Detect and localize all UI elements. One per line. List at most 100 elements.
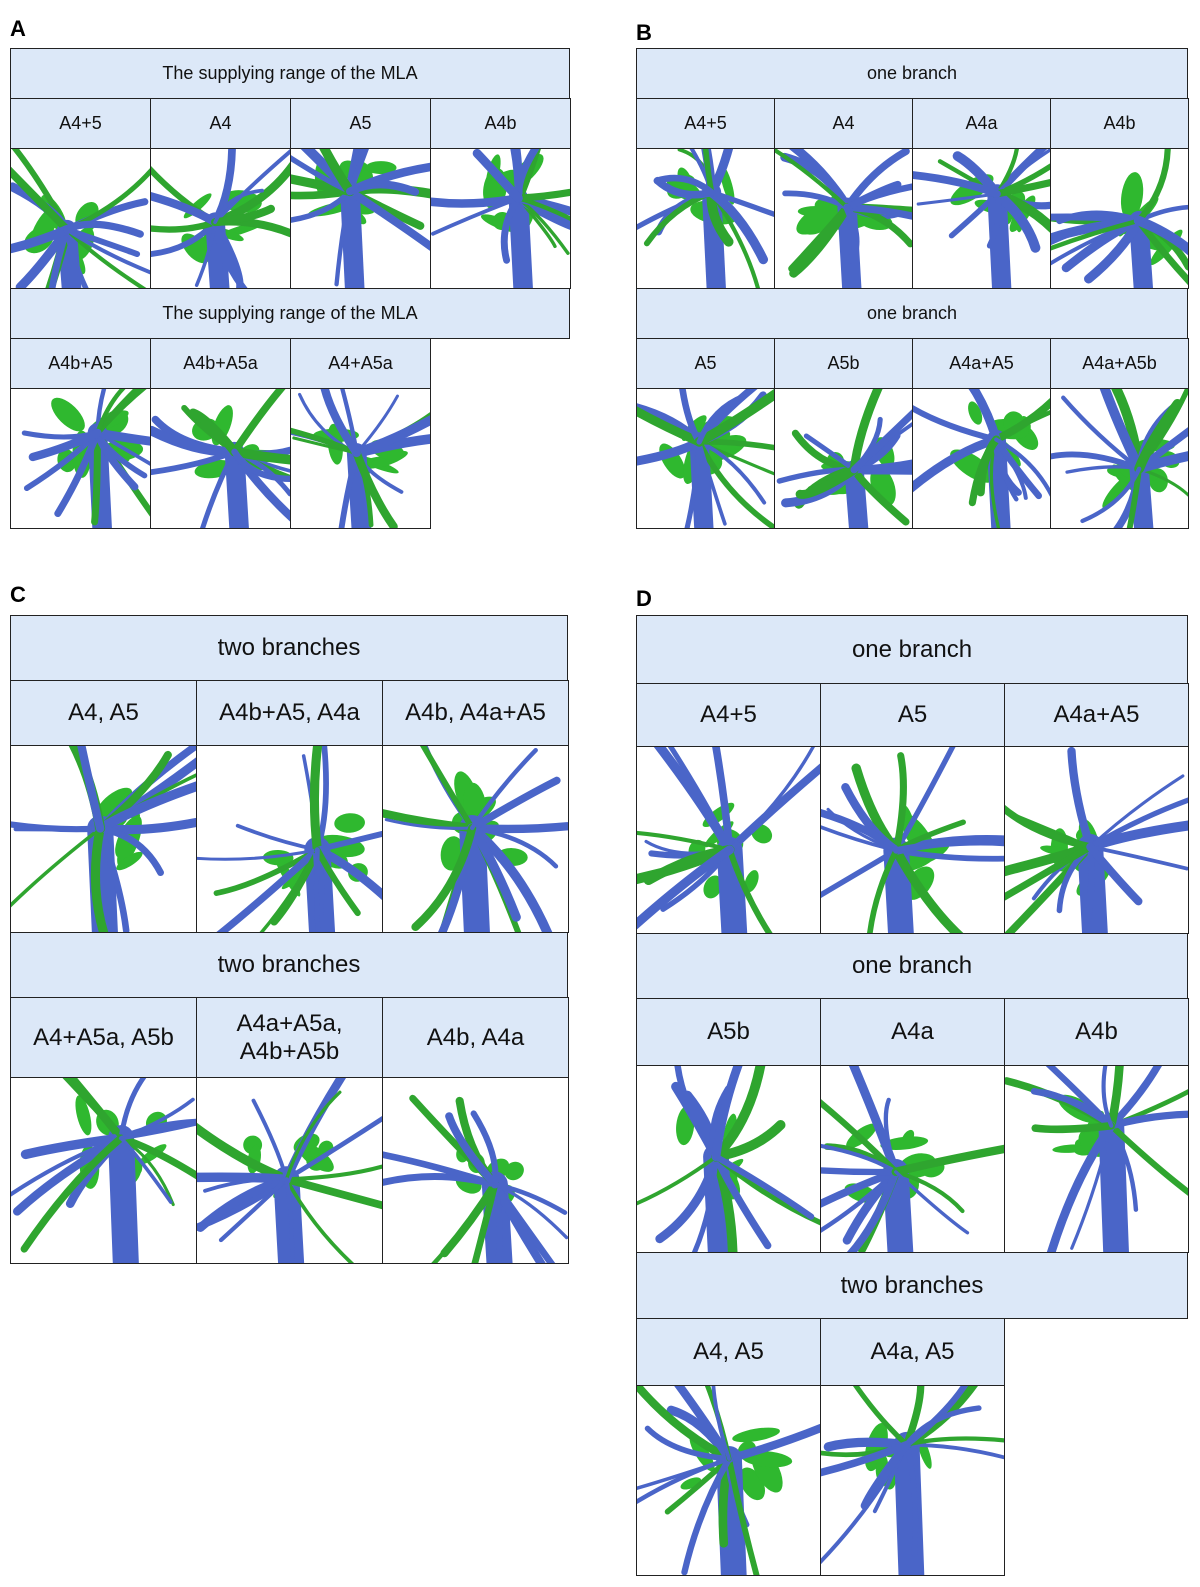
vessel-shape [46, 392, 91, 437]
section-header: one branch [636, 615, 1188, 684]
image-cell [774, 388, 913, 529]
column-label: A4+A5a, A5b [10, 997, 197, 1078]
section-header: one branch [636, 933, 1188, 999]
column-label: A4b+A5 [10, 338, 151, 389]
image-cell [290, 148, 431, 289]
vessel-render [637, 389, 775, 529]
panel-letter: C [10, 582, 26, 608]
column-label: A4b+A5, A4a [196, 680, 383, 746]
image-cell [196, 1077, 383, 1264]
vessel-render [11, 1078, 197, 1264]
column-label: A4a [912, 98, 1051, 149]
image-cell [10, 1077, 197, 1264]
vessel-render [151, 389, 291, 529]
vessel-shape [832, 1386, 907, 1445]
column-label: A4b, A4a [382, 997, 569, 1078]
vessel-shape [151, 155, 215, 222]
vessel-render [913, 389, 1051, 529]
image-cell [10, 745, 197, 933]
image-cell [636, 746, 821, 934]
vessel-render [383, 1078, 569, 1264]
panel-letter: B [636, 20, 652, 46]
image-cell [10, 388, 151, 529]
column-label: A4+5 [636, 98, 775, 149]
vessel-shape [11, 828, 100, 926]
vessel-render [1051, 389, 1189, 529]
column-label: A4, A5 [636, 1318, 821, 1386]
vessel-render [291, 149, 431, 289]
image-cell [774, 148, 913, 289]
vessel-render [291, 389, 431, 529]
image-cell [1004, 746, 1189, 934]
vessel-shape [1111, 1126, 1116, 1253]
column-label: A5 [820, 683, 1005, 747]
vessel-render [197, 1078, 383, 1264]
image-cell [1050, 148, 1189, 289]
column-label: A4 [150, 98, 291, 149]
section-header: two branches [10, 615, 568, 681]
image-cell [636, 148, 775, 289]
vessel-render [637, 747, 821, 934]
vessel-shape [1007, 1081, 1112, 1126]
column-label: A5b [774, 338, 913, 389]
vessel-render [821, 1066, 1005, 1253]
vessel-shape [896, 1172, 901, 1253]
image-cell [1050, 388, 1189, 529]
image-cell [912, 148, 1051, 289]
vessel-render [1051, 149, 1189, 289]
vessel-render [821, 747, 1005, 934]
vessel-shape [197, 1116, 286, 1179]
column-label: A4+A5a [290, 338, 431, 389]
vessel-render [11, 389, 151, 529]
image-cell [820, 1385, 1005, 1576]
column-label: A4a+A5 [912, 338, 1051, 389]
vessel-shape [121, 1138, 126, 1264]
vessel-render [11, 746, 197, 933]
vessel-shape [1035, 1126, 1111, 1130]
vessel-render [637, 1386, 821, 1576]
image-cell [430, 148, 571, 289]
figure: AThe supplying range of the MLAA4+5A4A5A… [0, 0, 1200, 1587]
section-header: one branch [636, 288, 1188, 339]
vessel-render [431, 149, 571, 289]
vessel-shape [472, 750, 536, 828]
column-label: A4a+A5 [1004, 683, 1189, 747]
vessel-shape [81, 746, 101, 828]
vessel-render [821, 1386, 1005, 1576]
column-label: A4b, A4a+A5 [382, 680, 569, 746]
vessel-render [197, 746, 383, 933]
vessel-shape [334, 812, 366, 833]
vessel-render [775, 389, 913, 529]
vessel-shape [518, 198, 523, 289]
vessel-render [913, 149, 1051, 289]
column-label: A4a [820, 998, 1005, 1066]
image-cell [382, 745, 569, 933]
image-cell [636, 388, 775, 529]
image-cell [150, 388, 291, 529]
column-label: A4b [1050, 98, 1189, 149]
vessel-shape [350, 191, 355, 289]
vessel-render [1005, 1066, 1189, 1253]
vessel-render [151, 149, 291, 289]
section-header: two branches [636, 1252, 1188, 1319]
column-label: A4b+A5a [150, 338, 291, 389]
vessel-render [1005, 747, 1189, 934]
column-label: A4b [1004, 998, 1189, 1066]
column-label: A4a+A5a, A4b+A5b [196, 997, 383, 1078]
column-label: A5 [290, 98, 431, 149]
vessel-render [775, 149, 913, 289]
vessel-shape [238, 826, 318, 850]
vessel-render [637, 149, 775, 289]
image-cell [912, 388, 1051, 529]
image-cell [636, 1065, 821, 1253]
vessel-shape [896, 756, 903, 851]
column-label: A4a+A5b [1050, 338, 1189, 389]
column-label: A4+5 [636, 683, 821, 747]
section-header: The supplying range of the MLA [10, 48, 570, 99]
image-cell [820, 1065, 1005, 1253]
vessel-render [383, 746, 569, 933]
panel-letter: D [636, 586, 652, 612]
image-cell [820, 746, 1005, 934]
image-cell [1004, 1065, 1189, 1253]
vessel-shape [234, 389, 291, 452]
